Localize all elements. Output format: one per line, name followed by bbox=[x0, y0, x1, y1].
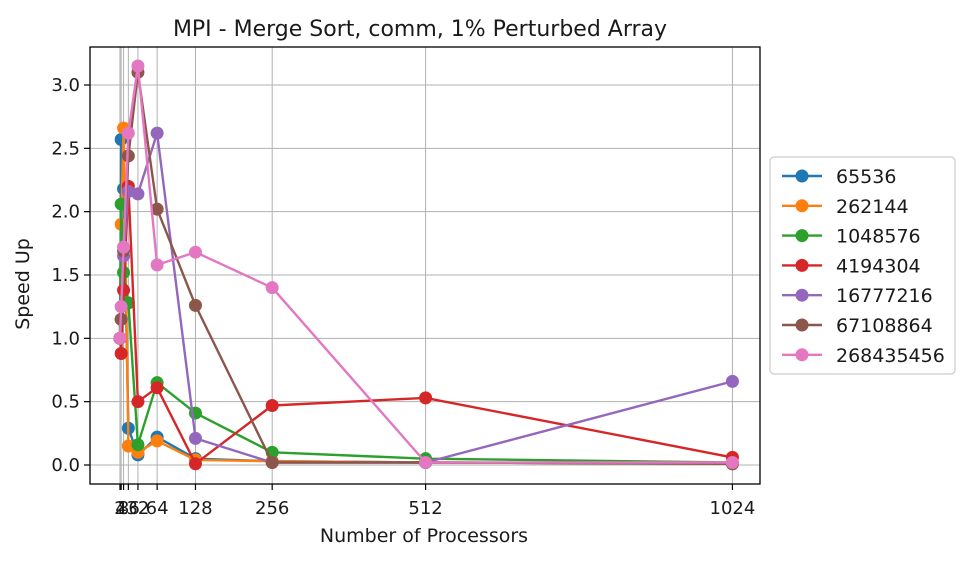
data-point bbox=[121, 126, 135, 140]
data-point bbox=[150, 202, 164, 216]
data-point bbox=[131, 59, 145, 73]
y-tick-label: 1.0 bbox=[51, 328, 80, 349]
series-line bbox=[118, 138, 733, 465]
chart-title: MPI - Merge Sort, comm, 1% Perturbed Arr… bbox=[173, 17, 667, 42]
data-point bbox=[725, 374, 739, 388]
series-line bbox=[118, 202, 733, 464]
data-point bbox=[188, 298, 202, 312]
data-point bbox=[265, 281, 279, 295]
data-point bbox=[419, 455, 433, 469]
legend-label: 262144 bbox=[836, 196, 909, 218]
data-point bbox=[117, 283, 131, 297]
series-4194304 bbox=[113, 179, 739, 471]
x-tick-label: 512 bbox=[408, 498, 442, 519]
plot-frame bbox=[89, 46, 761, 485]
data-point bbox=[131, 395, 145, 409]
y-tick-label: 0.0 bbox=[51, 455, 80, 476]
data-point bbox=[188, 457, 202, 471]
x-tick-label: 2 bbox=[114, 498, 125, 519]
legend-marker bbox=[795, 169, 809, 183]
x-tick-label: 1024 bbox=[710, 498, 756, 519]
data-point bbox=[117, 240, 131, 254]
legend-marker bbox=[795, 348, 809, 362]
legend-marker bbox=[795, 258, 809, 272]
y-tick-label: 1.5 bbox=[51, 265, 80, 286]
y-tick-label: 0.5 bbox=[51, 392, 80, 413]
data-point bbox=[114, 300, 128, 314]
legend-marker bbox=[795, 288, 809, 302]
legend-label: 16777216 bbox=[836, 285, 933, 307]
legend-marker bbox=[795, 318, 809, 332]
data-point bbox=[150, 381, 164, 395]
data-point bbox=[113, 331, 127, 345]
data-point bbox=[265, 398, 279, 412]
data-point bbox=[188, 245, 202, 259]
data-point bbox=[131, 438, 145, 452]
data-point bbox=[419, 391, 433, 405]
data-point bbox=[150, 126, 164, 140]
legend-label: 1048576 bbox=[836, 226, 921, 248]
series-1048576 bbox=[113, 197, 739, 469]
series-268435456 bbox=[113, 59, 739, 469]
series-line bbox=[118, 126, 733, 465]
data-point bbox=[150, 258, 164, 272]
data-point bbox=[121, 439, 135, 453]
grid bbox=[90, 47, 760, 484]
data-point bbox=[150, 434, 164, 448]
series-layer bbox=[113, 59, 739, 471]
data-point bbox=[188, 431, 202, 445]
legend-label: 4194304 bbox=[836, 255, 921, 277]
series-line bbox=[118, 131, 733, 464]
x-axis-label: Number of Processors bbox=[320, 525, 528, 547]
legend-box bbox=[769, 156, 956, 375]
y-tick-label: 2.5 bbox=[51, 138, 80, 159]
data-point bbox=[131, 187, 145, 201]
data-point bbox=[265, 455, 279, 469]
legend-label: 65536 bbox=[836, 166, 896, 188]
data-point bbox=[725, 455, 739, 469]
y-tick-label: 2.0 bbox=[51, 202, 80, 223]
x-tick-label: 256 bbox=[255, 498, 289, 519]
x-tick-label: 128 bbox=[178, 498, 212, 519]
legend-marker bbox=[795, 229, 809, 243]
data-point bbox=[114, 347, 128, 361]
series-67108864 bbox=[113, 65, 739, 471]
x-tick-label: 4 bbox=[115, 498, 126, 519]
x-tick-label: 8 bbox=[118, 498, 129, 519]
y-tick-label: 3.0 bbox=[51, 75, 80, 96]
series-16777216 bbox=[113, 126, 739, 469]
x-tick-label: 16 bbox=[117, 498, 140, 519]
series-line bbox=[118, 64, 733, 464]
legend: 65536 262144 1048576 4194304 16777216 6710886… bbox=[769, 156, 956, 375]
legend-label: 67108864 bbox=[836, 315, 933, 337]
legend-marker bbox=[795, 199, 809, 213]
y-axis-label: Speed Up bbox=[12, 238, 34, 330]
x-tick-label: 64 bbox=[146, 498, 169, 519]
legend-label: 268435456 bbox=[836, 345, 945, 367]
x-tick-label: 32 bbox=[126, 498, 149, 519]
